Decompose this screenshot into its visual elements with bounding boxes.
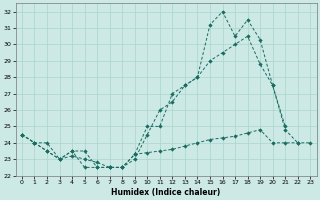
X-axis label: Humidex (Indice chaleur): Humidex (Indice chaleur) <box>111 188 221 197</box>
